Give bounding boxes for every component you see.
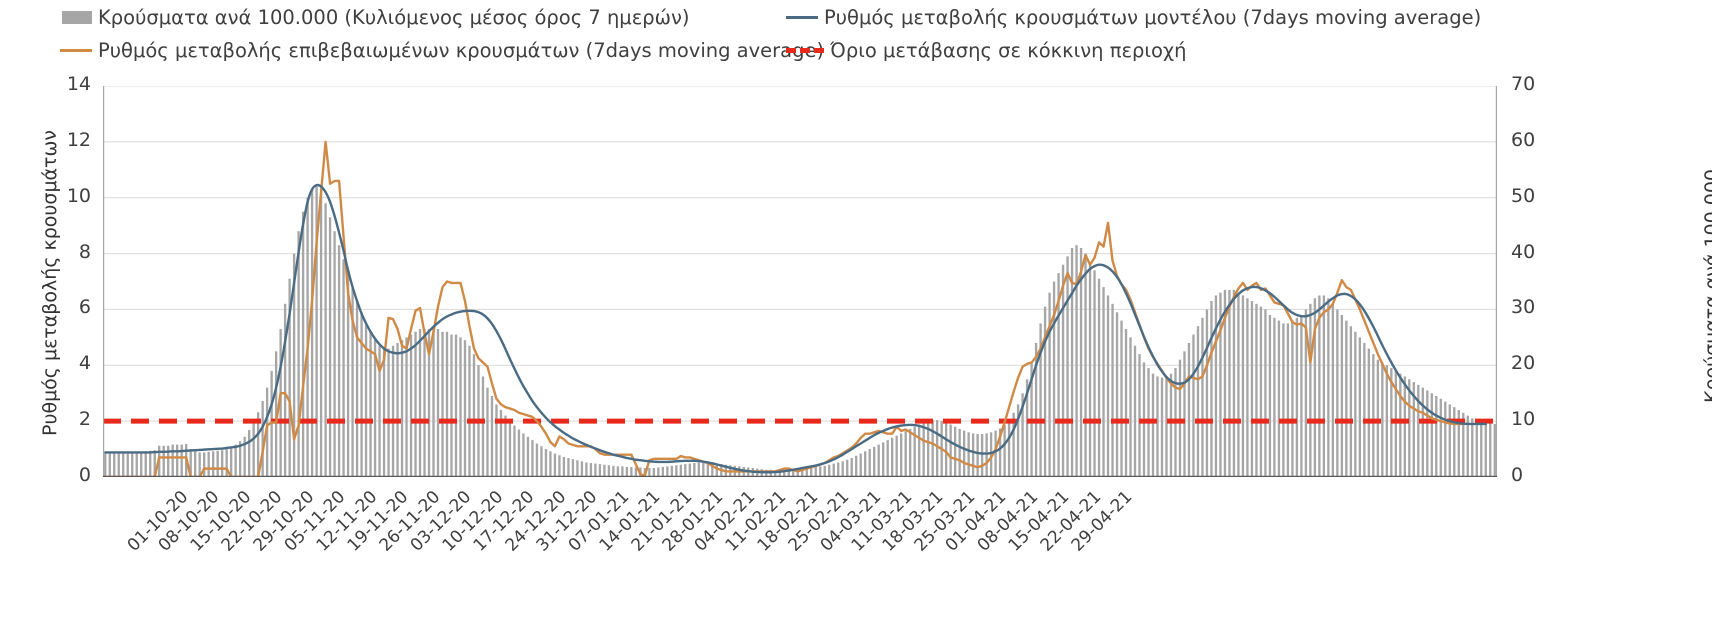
chart-legend: Κρούσματα ανά 100.000 (Κυλιόμενος μέσος …	[0, 0, 1712, 66]
y-tick-label-right: 0	[1511, 464, 1524, 486]
legend-label-confirmed-rate: Ρυθμός μεταβολής επιβεβαιωμένων κρουσμάτ…	[98, 39, 825, 62]
plot-area	[103, 86, 1497, 477]
legend-item-threshold[interactable]: Όριο μετάβασης σε κόκκινη περιοχή	[786, 41, 1187, 61]
line-swatch-icon	[786, 16, 818, 20]
y-tick-label-left: 6	[78, 296, 91, 319]
y-axis-title-left: Ρυθμός μεταβολής κρουσμάτων	[39, 129, 61, 436]
legend-label-cases-per-100000: Κρούσματα ανά 100.000 (Κυλιόμενος μέσος …	[98, 6, 690, 29]
y-tick-label-right: 20	[1511, 352, 1536, 375]
line-swatch-icon	[60, 49, 92, 53]
y-tick-label-right: 30	[1511, 296, 1536, 319]
legend-label-threshold: Όριο μετάβασης σε κόκκινη περιοχή	[830, 39, 1187, 62]
y-tick-label-right: 50	[1511, 184, 1536, 207]
y-tick-label-right: 10	[1511, 408, 1536, 431]
y-tick-label-left: 14	[66, 73, 91, 95]
y-axis-title-right: Κρούσματα ανά 100.000	[1701, 168, 1712, 404]
legend-label-model-rate: Ρυθμός μεταβολής κρουσμάτων μοντέλου (7d…	[824, 6, 1482, 29]
y-tick-label-left: 10	[66, 184, 91, 207]
bar-swatch-icon	[62, 11, 92, 25]
y-tick-label-right: 70	[1511, 73, 1536, 95]
y-tick-label-left: 2	[78, 408, 91, 431]
legend-item-cases-per-100000[interactable]: Κρούσματα ανά 100.000 (Κυλιόμενος μέσος …	[62, 8, 689, 28]
legend-item-confirmed-rate[interactable]: Ρυθμός μεταβολής επιβεβαιωμένων κρουσμάτ…	[60, 41, 824, 61]
chart-canvas	[103, 86, 1497, 477]
y-tick-label-right: 60	[1511, 128, 1536, 151]
dashed-line-swatch-icon	[786, 48, 824, 54]
y-tick-label-left: 0	[78, 464, 91, 486]
y-tick-label-left: 8	[78, 240, 91, 263]
y-tick-label-left: 4	[78, 352, 91, 375]
legend-item-model-rate[interactable]: Ρυθμός μεταβολής κρουσμάτων μοντέλου (7d…	[786, 8, 1481, 28]
y-tick-label-left: 12	[66, 128, 91, 151]
y-tick-label-right: 40	[1511, 240, 1536, 263]
